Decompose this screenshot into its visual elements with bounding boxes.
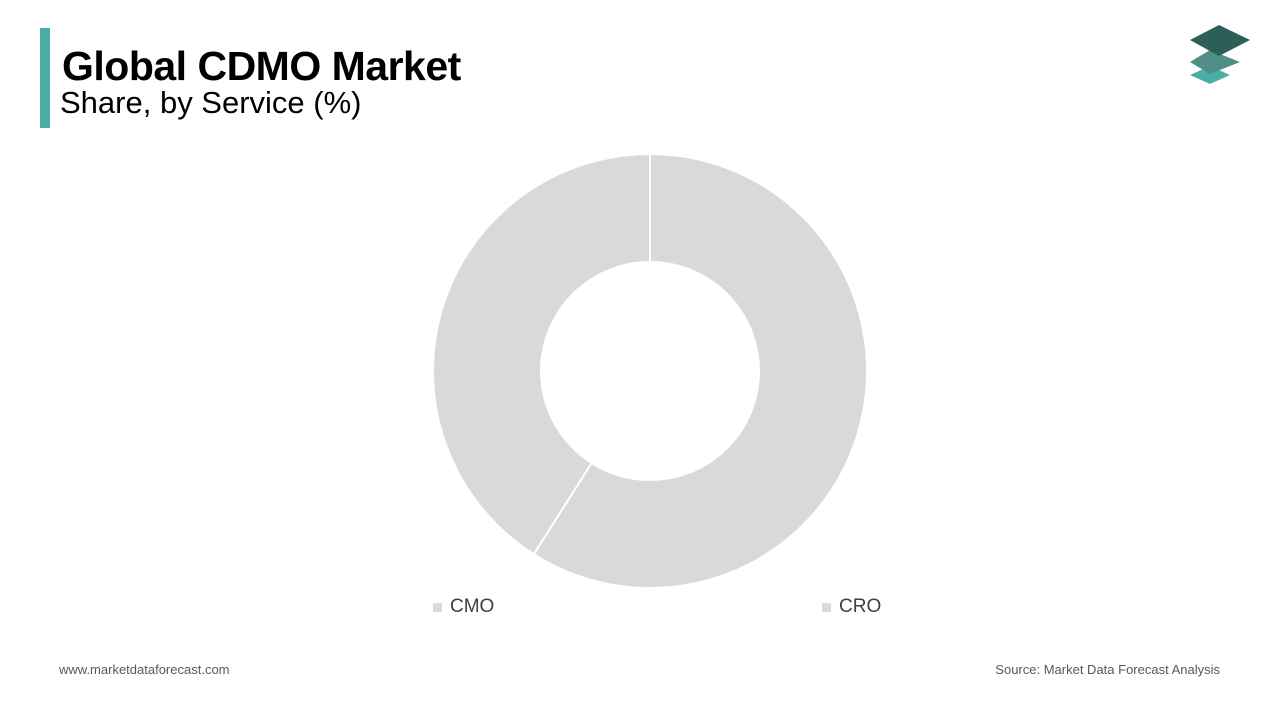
legend-swatch-cro xyxy=(822,602,831,612)
logo-layer-top xyxy=(1190,25,1250,56)
legend-item-cmo: CMO xyxy=(433,596,494,618)
donut-slice-cmo xyxy=(532,152,868,589)
logo-layer-bottom xyxy=(1190,66,1230,84)
legend-item-cro: CRO xyxy=(822,596,881,618)
legend-label-cmo: CMO xyxy=(450,596,495,617)
logo-layer-middle xyxy=(1190,50,1240,74)
footer-website: www.marketdataforecast.com xyxy=(59,662,230,677)
chart-title: Global CDMO Market xyxy=(62,43,461,89)
title-accent-bar xyxy=(40,28,50,128)
legend-label-cro: CRO xyxy=(839,596,882,617)
footer-source: Source: Market Data Forecast Analysis xyxy=(995,662,1220,677)
donut-slice-cro xyxy=(432,152,651,556)
stacked-layers-logo-icon xyxy=(1190,25,1250,84)
legend-swatch-cmo xyxy=(433,602,442,612)
chart-subtitle: Share, by Service (%) xyxy=(60,85,362,120)
donut-slices xyxy=(432,152,868,589)
